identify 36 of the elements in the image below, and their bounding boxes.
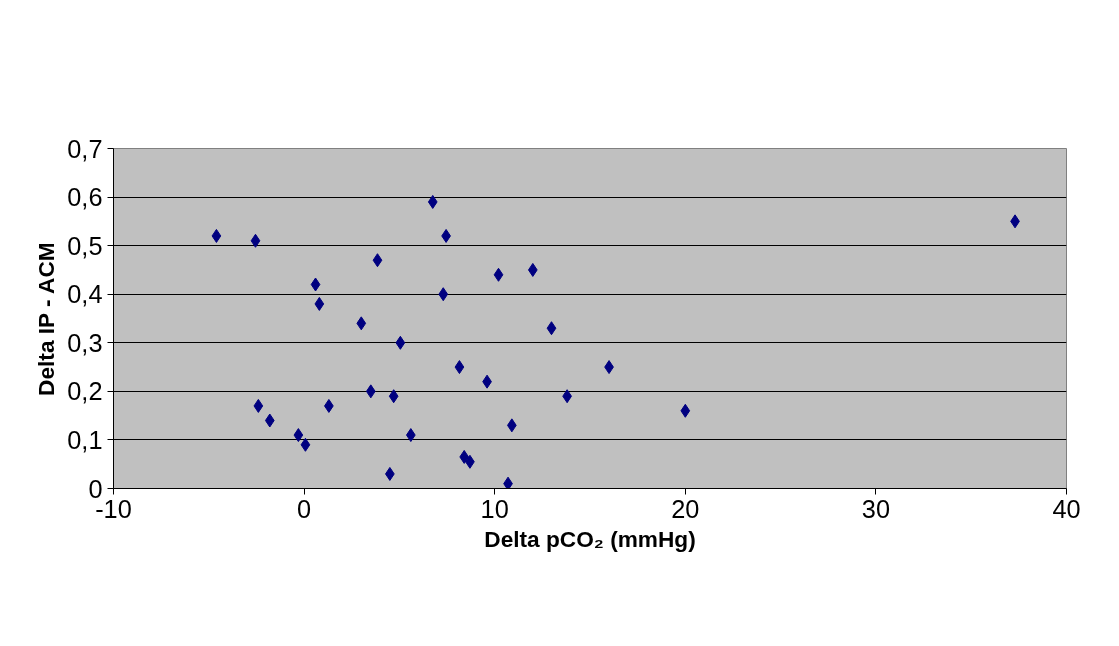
- y-axis-title: Delta IP - ACM: [33, 242, 60, 396]
- point: [314, 296, 325, 311]
- point: [300, 437, 311, 452]
- x-tick-label: 20: [671, 494, 700, 523]
- point: [365, 384, 376, 399]
- point: [253, 398, 264, 413]
- point: [372, 253, 383, 268]
- point: [527, 262, 538, 277]
- point: [250, 233, 261, 248]
- point: [356, 316, 367, 331]
- x-tick-label: 10: [480, 494, 509, 523]
- x-axis-title: Delta pCO₂ (mmHg): [484, 525, 696, 552]
- x-tick-label: 30: [861, 494, 890, 523]
- y-tick-label: 0,6: [67, 183, 103, 212]
- point: [493, 267, 504, 282]
- y-tick-label: 0,5: [67, 231, 103, 260]
- y-tick-label: 0,1: [67, 425, 103, 454]
- y-tick-label: 0,2: [67, 377, 103, 406]
- point: [211, 228, 222, 243]
- point: [264, 413, 275, 428]
- point: [438, 287, 449, 302]
- point: [388, 389, 399, 404]
- point: [310, 277, 321, 292]
- x-tick-label: 40: [1052, 494, 1081, 523]
- point: [680, 403, 691, 418]
- x-tick-label: 0: [297, 494, 312, 523]
- point: [546, 321, 557, 336]
- point: [427, 194, 438, 209]
- point: [459, 449, 470, 464]
- y-tick-label: 0,3: [67, 328, 103, 357]
- point: [454, 360, 465, 375]
- y-tick-label: 0,4: [67, 280, 103, 309]
- point: [293, 428, 304, 443]
- y-tick-label: 0,7: [67, 134, 103, 163]
- point: [395, 335, 406, 350]
- point: [503, 476, 513, 489]
